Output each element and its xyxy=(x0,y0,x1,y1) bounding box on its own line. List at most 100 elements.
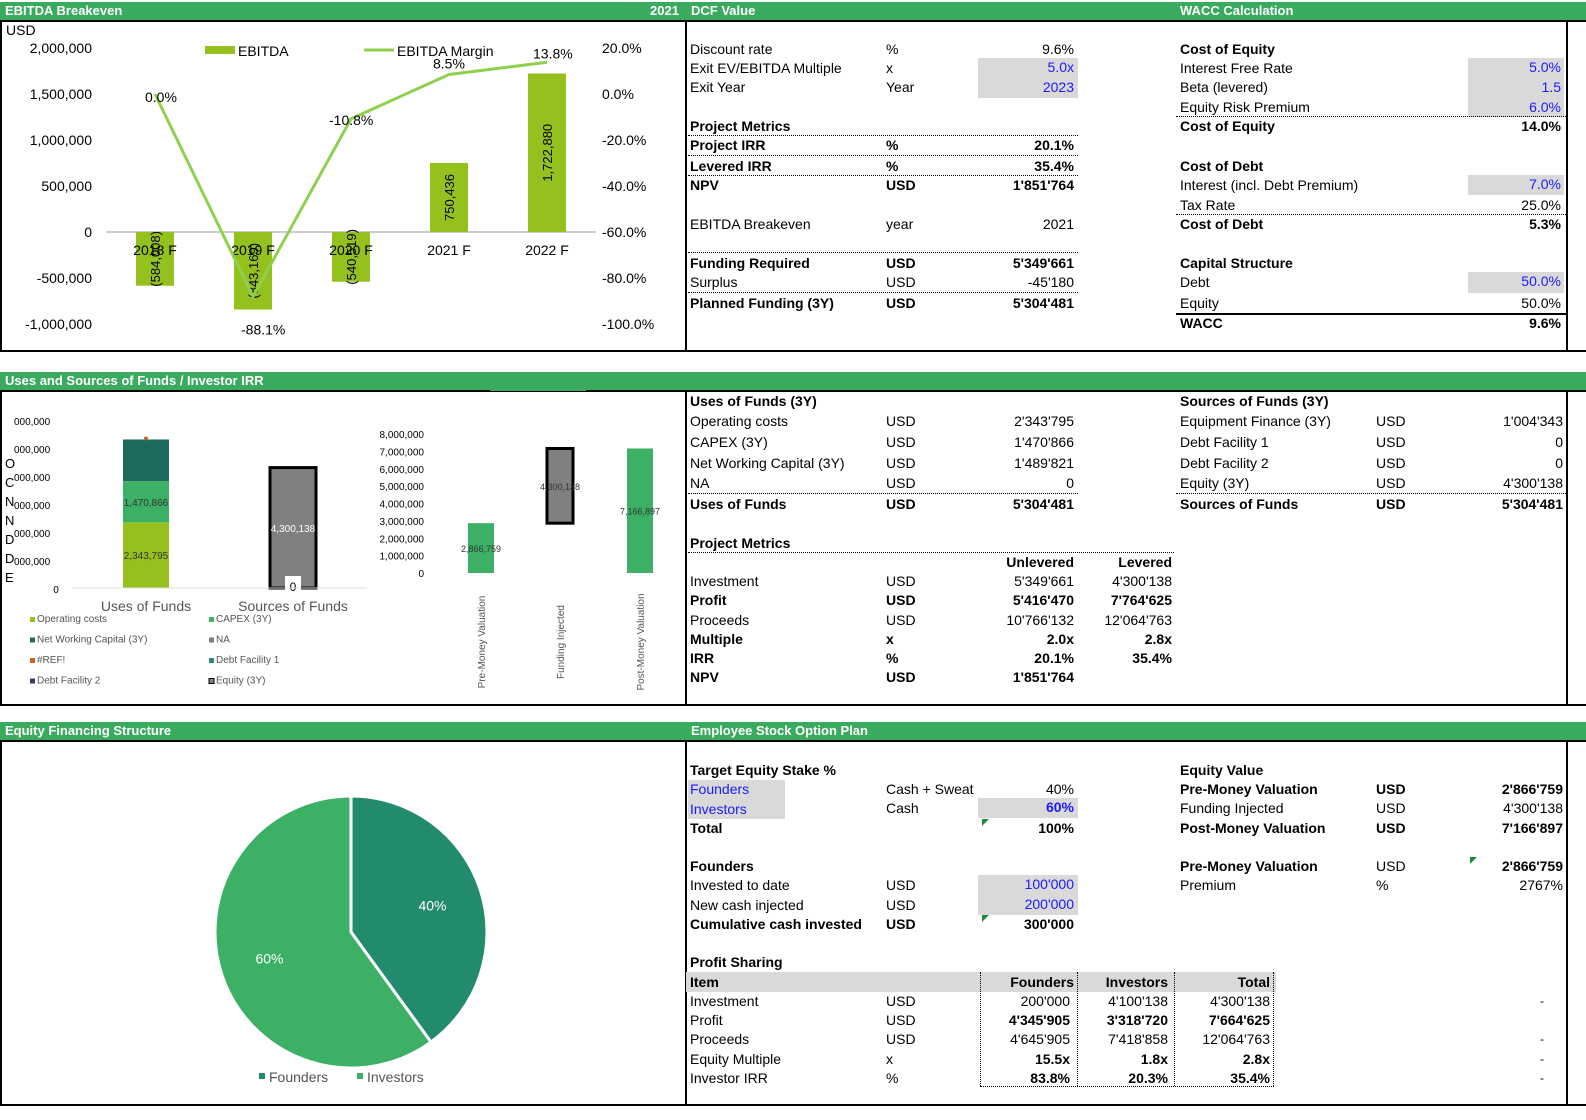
cumulative-value: 300'000 xyxy=(1023,916,1074,932)
new-cash-input[interactable]: 200'000 xyxy=(978,895,1078,915)
cut-off-label: N xyxy=(5,494,14,509)
levered-value: 12'064'763 xyxy=(1104,612,1172,628)
ebitda-bar xyxy=(332,232,370,282)
ebitda-breakeven-chart: USD 2,000,000 1,500,000 1,000,000 500,000 0 -5… xyxy=(6,22,654,338)
legend-label: CAPEX (3Y) xyxy=(216,614,272,625)
dash-mark: - xyxy=(1540,994,1544,1008)
dash-mark: - xyxy=(1540,1032,1544,1046)
planned-funding-value: 5'304'481 xyxy=(1012,295,1074,311)
ref-marker xyxy=(144,436,148,441)
dcf-header: DCF Value WACC Calculation xyxy=(686,2,1586,20)
col-founders: Founders xyxy=(1010,974,1074,990)
legend-swatch xyxy=(209,658,214,663)
exit-multiple-input[interactable]: 5.0x xyxy=(978,58,1078,78)
interest-rate-input[interactable]: 7.0% xyxy=(1468,175,1564,195)
slice-label: 60% xyxy=(255,950,283,966)
bar-value-label: (843,169) xyxy=(246,243,261,299)
dcf-unit: % xyxy=(886,41,899,57)
note-marker-icon xyxy=(982,915,989,922)
legend-label: Investors xyxy=(367,1069,424,1085)
uses-unit: USD xyxy=(886,475,916,491)
bar-value-label: 750,436 xyxy=(442,174,457,221)
investors-value: 3'318'720 xyxy=(1106,1012,1168,1028)
dcf-label: Funding Required xyxy=(690,255,810,271)
valuation-bridge-chart: 8,000,000 7,000,000 6,000,000 5,000,000 4,00… xyxy=(380,430,661,691)
bar-value-label: (584,008) xyxy=(148,231,163,287)
dotted-rule xyxy=(688,552,1174,553)
sources-label: Debt Facility 2 xyxy=(1180,455,1269,471)
exit-year-input[interactable]: 2023 xyxy=(978,78,1078,98)
y-tick-fragment: 0 xyxy=(53,585,59,596)
sources-unit: USD xyxy=(1376,413,1406,429)
wacc-value: 9.6% xyxy=(1529,315,1561,331)
sources-value: 1'004'343 xyxy=(1503,413,1563,429)
dotted-col-rule xyxy=(1174,972,1175,1086)
metrics-label: Profit xyxy=(690,592,727,608)
project-metrics-title: Project Metrics xyxy=(690,118,791,134)
legend-swatch xyxy=(209,617,214,622)
premium-label: Premium xyxy=(1180,877,1237,893)
uses-title: Uses of Funds (3Y) xyxy=(690,393,817,409)
ebitda-title: EBITDA Breakeven xyxy=(5,3,123,18)
bar-value-label: 7,166,897 xyxy=(620,507,660,517)
y-tick-label: 6,000,000 xyxy=(380,465,425,476)
profit-header-row xyxy=(686,972,1276,992)
esop-header: Employee Stock Option Plan xyxy=(686,722,1586,740)
dcf-label: Exit EV/EBITDA Multiple xyxy=(690,60,842,76)
risk-free-rate-input[interactable]: 5.0% xyxy=(1468,58,1564,78)
levered-value: 4'300'138 xyxy=(1112,573,1172,589)
equity-value-amount: 7'166'897 xyxy=(1501,820,1563,836)
y-tick-label: 500,000 xyxy=(41,178,92,194)
debt-share-input[interactable]: 50.0% xyxy=(1468,272,1564,293)
wacc-label: Equity Risk Premium xyxy=(1180,99,1310,115)
investors-label[interactable]: Investors xyxy=(688,800,785,819)
uses-label: CAPEX (3Y) xyxy=(690,434,768,450)
equity-share-value: 50.0% xyxy=(1521,295,1561,311)
equity-risk-premium-input[interactable]: 6.0% xyxy=(1468,98,1564,117)
dcf-unit: Year xyxy=(886,79,915,95)
cost-of-debt-title: Cost of Debt xyxy=(1180,158,1264,174)
legend-swatch xyxy=(30,617,35,622)
y-tick-label: 8,000,000 xyxy=(380,430,425,441)
investors-value: 1.8x xyxy=(1140,1051,1168,1067)
uses-value: 0 xyxy=(1066,475,1074,491)
funding-required-value: 5'349'661 xyxy=(1012,255,1074,271)
legend-label: #REF! xyxy=(37,655,65,666)
wacc-label: Equity xyxy=(1180,295,1219,311)
metrics-unit: USD xyxy=(886,669,916,685)
cut-off-label: N xyxy=(5,513,14,528)
frame-divider xyxy=(685,390,687,706)
margin-value-label: 13.8% xyxy=(533,45,573,61)
cumulative-label: Cumulative cash invested xyxy=(690,916,862,932)
total-value: 7'664'625 xyxy=(1208,1012,1270,1028)
founders-label[interactable]: Founders xyxy=(688,780,785,800)
equity-value-label: Funding Injected xyxy=(1180,800,1284,816)
dotted-rule xyxy=(1176,493,1566,494)
beta-input[interactable]: 1.5 xyxy=(1468,78,1564,98)
investors-stake-input[interactable]: 60% xyxy=(978,798,1078,818)
founders-title: Founders xyxy=(690,858,754,874)
legend-swatch xyxy=(259,1073,265,1079)
profit-label: Profit xyxy=(690,1012,723,1028)
unit-label: USD xyxy=(6,22,36,38)
bar-value-label: (540,519) xyxy=(344,229,359,285)
uses-total-unit: USD xyxy=(886,496,916,512)
dcf-unit: % xyxy=(886,158,899,174)
dotted-rule xyxy=(688,493,1078,494)
legend-label: Founders xyxy=(269,1069,328,1085)
y2-tick-label: 0.0% xyxy=(602,86,634,102)
x-tick-label: 2021 F xyxy=(427,242,471,258)
founders-value: 4'645'905 xyxy=(1010,1031,1070,1047)
invested-to-date-input[interactable]: 100'000 xyxy=(978,875,1078,895)
frame-line xyxy=(0,350,1586,352)
profit-label: Proceeds xyxy=(690,1031,750,1047)
y-tick-fragment: 000,000 xyxy=(14,501,51,512)
uses-value: 1'489'821 xyxy=(1014,455,1074,471)
metrics-unit: % xyxy=(886,650,899,666)
uses-segment xyxy=(123,439,169,482)
col-unlevered: Unlevered xyxy=(1006,554,1074,570)
unlevered-value: 5'349'661 xyxy=(1014,573,1074,589)
y-tick-label: 4,000,000 xyxy=(380,500,425,511)
wacc-label: Debt xyxy=(1180,274,1210,290)
dcf-unit: x xyxy=(886,60,893,76)
